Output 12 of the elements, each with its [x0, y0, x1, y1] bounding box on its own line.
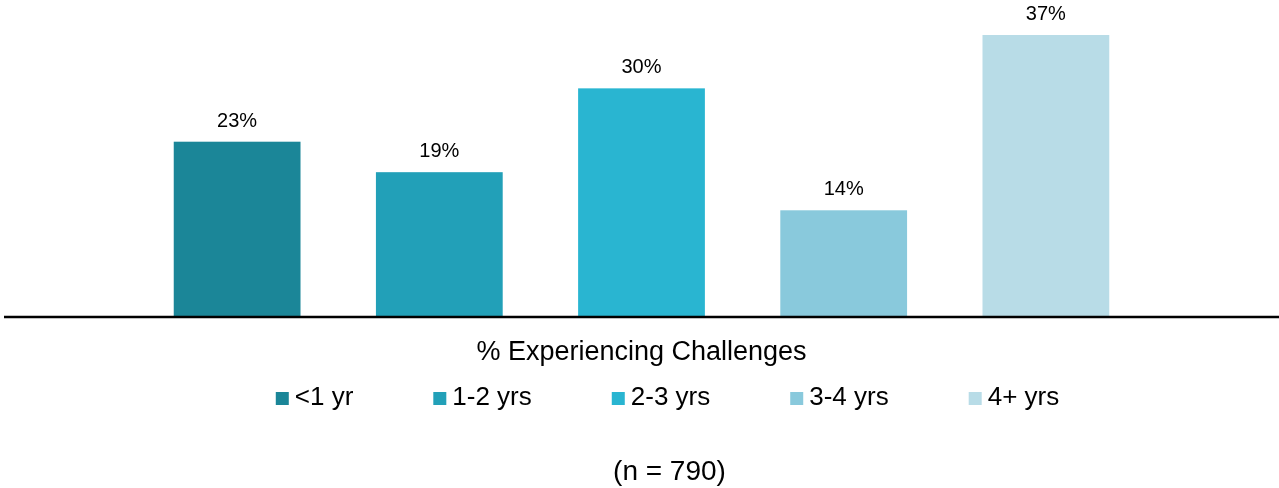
legend-label: 2-3 yrs	[630, 381, 711, 411]
legend-label: 3-4 yrs	[809, 381, 889, 411]
legend-label: 1-2 yrs	[452, 381, 532, 411]
x-axis-title: % Experiencing Challenges	[476, 336, 807, 366]
text: (n = 790)	[613, 455, 726, 486]
data-label: 23%	[217, 108, 258, 131]
legend-label: 4+ yrs	[987, 381, 1060, 411]
data-label: 37%	[1025, 2, 1067, 24]
legend-label: <1 yr	[294, 381, 354, 411]
data-label: 19%	[419, 139, 460, 162]
data-label: 14%	[823, 177, 864, 200]
data-label: 30%	[621, 55, 662, 78]
